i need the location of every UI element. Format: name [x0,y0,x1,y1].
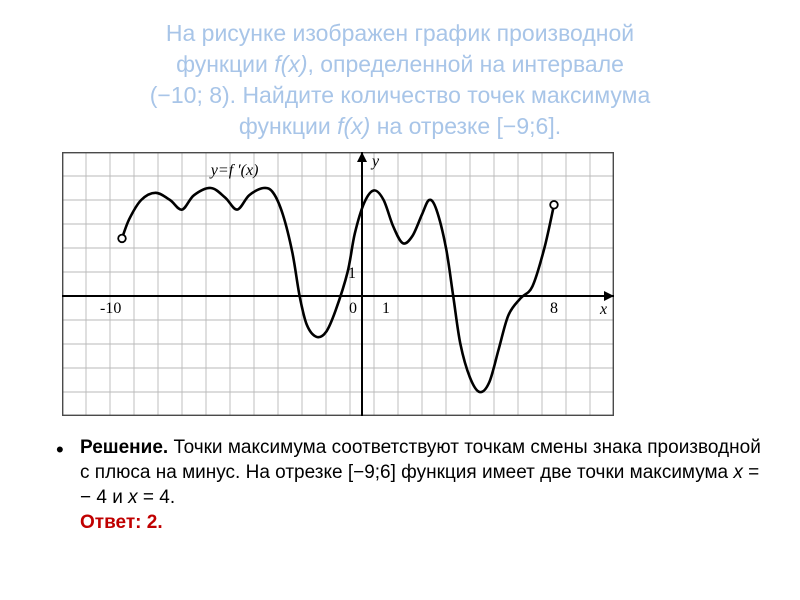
title-line-1: На рисунке изображен график производной [28,18,772,49]
problem-title: На рисунке изображен график производной … [28,18,772,142]
svg-text:y: y [370,153,380,170]
title-line-2: функции f(x), определенной на интервале [28,49,772,80]
svg-text:x: x [599,301,607,318]
title-line-3: (−10; 8). Найдите количество точек макси… [28,80,772,111]
solution-body: Точки максимума соответствуют точкам сме… [80,437,761,508]
solution-block: Решение. Точки максимума соответствуют т… [28,435,772,535]
svg-text:8: 8 [550,300,558,317]
svg-text:0: 0 [349,300,357,317]
derivative-chart: y=f ′(x) y x 0 1 1 -10 8 [62,152,614,421]
svg-text:1: 1 [348,265,356,282]
chart-svg: y=f ′(x) y x 0 1 1 -10 8 [62,152,614,416]
svg-text:1: 1 [382,300,390,317]
svg-text:y=f ′(x): y=f ′(x) [209,162,259,179]
answer-label: Ответ: 2. [80,512,163,533]
solution-prefix: Решение. [80,437,168,458]
svg-text:-10: -10 [100,300,121,317]
title-line-4: функции f(x) на отрезке [−9;6]. [28,111,772,142]
solution-bullet: Решение. Точки максимума соответствуют т… [52,435,772,535]
